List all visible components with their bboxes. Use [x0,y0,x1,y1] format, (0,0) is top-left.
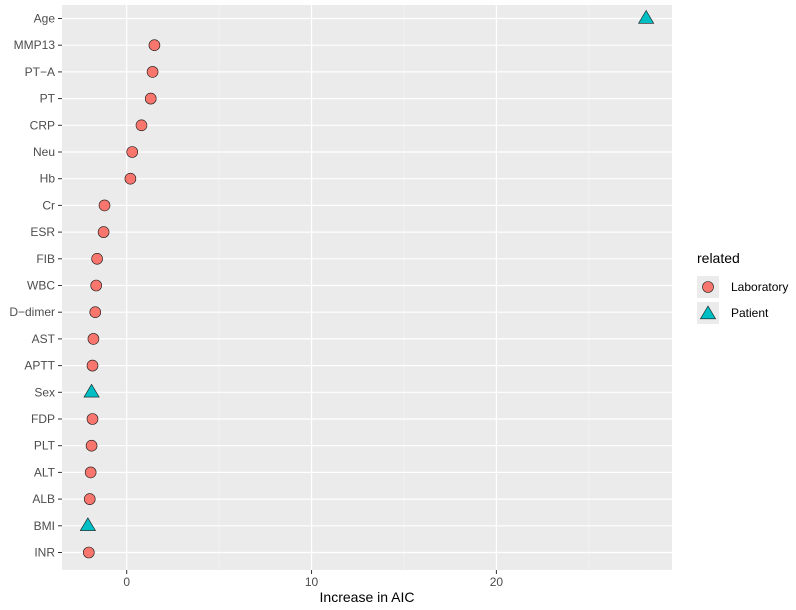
y-tick-label: PT [40,92,56,106]
data-point-laboratory [90,279,102,292]
legend-keys: Laboratory Patient [697,276,788,324]
legend-title: related [697,250,740,266]
x-tick-label: 20 [490,575,504,589]
legend: related Laboratory Patient [697,250,788,324]
x-axis-labels: 0 10 20 [123,575,503,589]
data-point-laboratory [86,413,99,425]
y-tick-label: FDP [31,412,55,426]
data-points [79,9,655,559]
legend-key-patient [699,305,717,320]
y-tick-label: CRP [30,118,55,132]
data-point-patient [637,9,655,24]
y-tick-label: Sex [34,385,55,399]
data-point-laboratory [124,172,137,185]
data-point-laboratory [97,226,110,238]
data-point-laboratory [87,333,100,345]
y-tick-label: FIB [36,252,55,266]
data-point-laboratory [98,199,111,212]
y-tick-label: Age [34,12,56,26]
y-tick-label: INR [34,546,55,560]
y-tick-label: PLT [34,439,56,453]
legend-label: Patient [731,306,769,320]
y-tick-label: ESR [30,225,55,239]
grid-major [62,5,672,570]
y-axis-labels: Age MMP13 PT−A PT CRP Neu Hb Cr ESR FIB WBC D−dimer… [9,12,55,560]
data-point-laboratory [144,92,157,105]
data-point-laboratory [89,306,102,319]
y-tick-label: Cr [42,198,55,212]
x-axis-ticks [126,570,497,574]
data-point-laboratory [83,493,96,505]
y-tick-label: Neu [33,145,55,159]
data-point-laboratory [91,252,103,265]
data-point-patient [79,517,97,531]
x-tick-label: 10 [305,575,319,589]
data-point-laboratory [148,39,161,52]
y-tick-label: APTT [24,359,55,373]
y-tick-label: WBC [27,279,55,293]
y-tick-label: PT−A [25,65,55,79]
data-point-laboratory [146,66,159,78]
y-tick-label: ALT [34,465,56,479]
data-point-laboratory [84,466,97,479]
legend-key-laboratory [702,281,714,293]
data-point-laboratory [85,439,98,452]
x-tick-label: 0 [123,575,130,589]
x-axis-title: Increase in AIC [320,589,415,605]
y-axis-ticks [58,18,62,553]
y-tick-label: D−dimer [9,305,55,319]
data-point-laboratory [83,546,95,559]
legend-label: Laboratory [731,280,788,294]
y-tick-label: AST [32,332,56,346]
data-point-laboratory [135,119,148,132]
data-point-patient [83,383,100,398]
y-tick-label: ALB [32,492,55,506]
data-point-laboratory [86,359,99,372]
plot-panel [62,5,672,570]
data-point-laboratory [126,146,139,158]
y-tick-label: Hb [40,172,56,186]
y-tick-label: MMP13 [14,38,56,52]
y-tick-label: BMI [34,519,55,533]
